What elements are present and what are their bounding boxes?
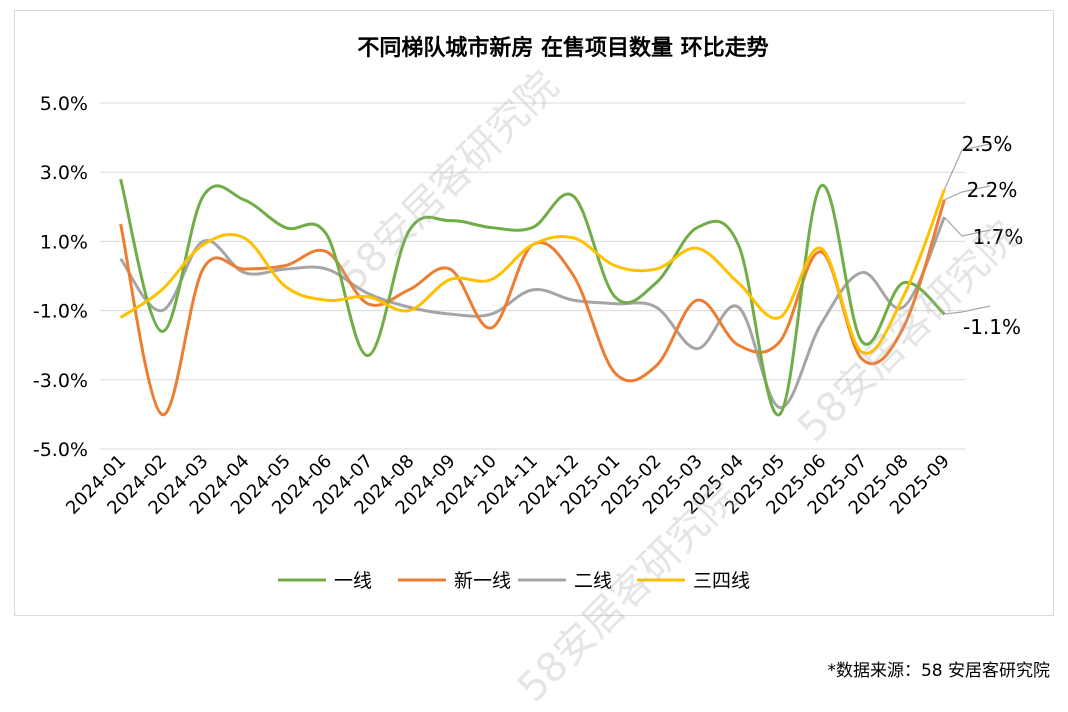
y-tick-label: -1.0%: [33, 301, 88, 323]
series-line-4: [119, 188, 946, 355]
y-tick-label: -3.0%: [33, 370, 88, 392]
legend-label: 一线: [334, 570, 372, 592]
legend-label: 二线: [574, 570, 612, 592]
end-data-label: 1.7%: [973, 225, 1024, 249]
series-line-1: [119, 178, 946, 416]
y-tick-label: -5.0%: [33, 439, 88, 461]
leader-line: [943, 216, 991, 237]
legend-label: 三四线: [693, 570, 750, 592]
chart-frame: [14, 10, 1054, 616]
leader-line: [944, 185, 991, 201]
series-line-3: [119, 216, 946, 409]
leader-line: [943, 143, 991, 190]
y-tick-label: 5.0%: [40, 93, 88, 115]
end-data-label: 2.2%: [967, 178, 1018, 202]
line-chart: 不同梯队城市新房 在售项目数量 环比走势 5.0% 3.0% 1.0% -1.0% -3…: [33, 35, 1024, 592]
chart-title: 不同梯队城市新房 在售项目数量 环比走势: [357, 35, 768, 61]
series-line-2: [119, 199, 946, 416]
end-data-label: 2.5%: [962, 132, 1013, 156]
end-data-label: -1.1%: [963, 315, 1021, 339]
leader-line: [944, 305, 991, 315]
legend-label: 新一线: [454, 570, 511, 592]
y-tick-label: 1.0%: [40, 231, 88, 253]
source-note: *数据来源：58 安居客研究院: [827, 661, 1050, 681]
y-tick-label: 3.0%: [40, 162, 88, 184]
